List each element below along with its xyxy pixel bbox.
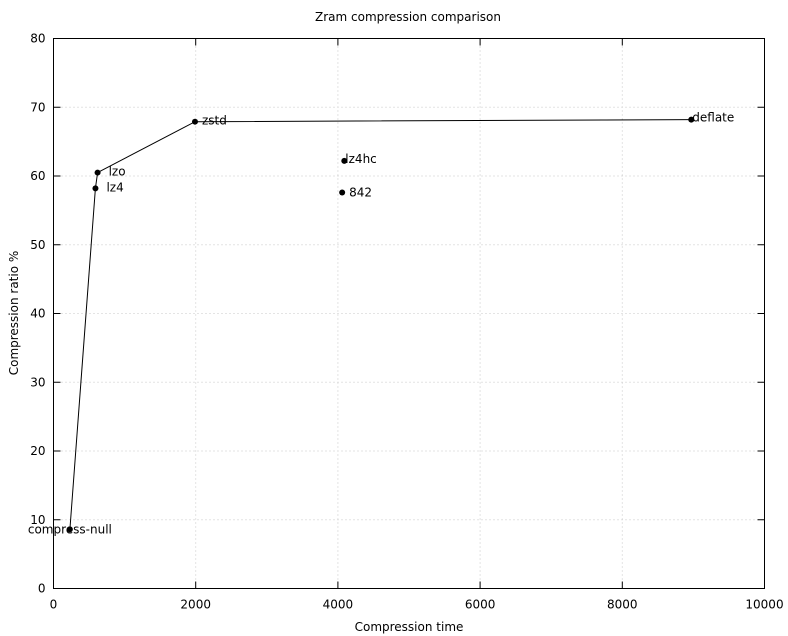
y-tick-label: 50	[30, 238, 45, 252]
y-tick-label: 70	[30, 100, 45, 114]
x-tick-label: 2000	[180, 598, 211, 612]
data-point	[94, 169, 101, 176]
axis-ticks: 0 2000 4000 6000 8000 10000 0 10 20 30 40 50 60 70 80	[30, 32, 783, 612]
y-tick-label: 80	[30, 32, 45, 46]
data-point	[341, 157, 348, 164]
data-point	[66, 526, 73, 533]
grid	[53, 38, 765, 589]
chart-title: Zram compression comparison	[315, 10, 501, 24]
y-tick-label: 0	[38, 582, 46, 596]
point-label: lz4hc	[345, 152, 376, 166]
x-axis-label: Compression time	[355, 620, 464, 634]
data-point	[92, 185, 99, 192]
point-label: deflate	[692, 111, 734, 125]
x-tick-label: 0	[50, 598, 58, 612]
data-point	[688, 116, 695, 123]
y-axis-label: Compression ratio %	[7, 251, 21, 376]
series-line	[69, 119, 692, 530]
data-point	[191, 118, 198, 125]
y-tick-label: 20	[30, 444, 45, 458]
point-label: lz4	[106, 180, 123, 194]
x-tick-label: 10000	[745, 598, 783, 612]
point-label: lzo	[109, 165, 126, 179]
point-label: zstd	[202, 114, 227, 128]
y-tick-label: 40	[30, 307, 45, 321]
y-tick-label: 10	[30, 513, 45, 527]
x-tick-label: 8000	[607, 598, 638, 612]
x-tick-label: 6000	[465, 598, 496, 612]
y-tick-label: 60	[30, 169, 45, 183]
y-tick-label: 30	[30, 375, 45, 389]
plot-frame	[53, 38, 765, 589]
x-tick-label: 4000	[323, 598, 354, 612]
point-label: compress-null	[28, 522, 112, 536]
point-label: 842	[349, 186, 372, 200]
data-point	[339, 189, 346, 196]
